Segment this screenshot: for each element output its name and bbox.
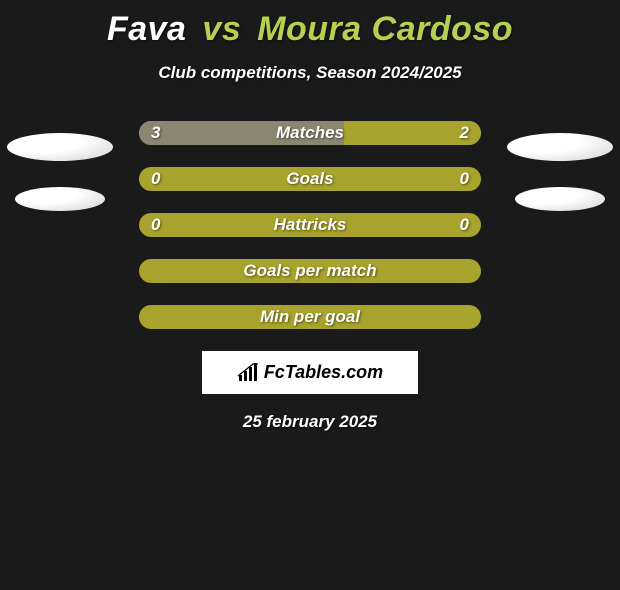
date-label: 25 february 2025 — [0, 412, 620, 432]
subtitle: Club competitions, Season 2024/2025 — [0, 63, 620, 83]
avatar-left-1 — [7, 133, 113, 161]
avatar-right-1 — [507, 133, 613, 161]
val-right-goals: 0 — [460, 169, 469, 189]
stat-row-hattricks: 0 Hattricks 0 — [139, 213, 481, 237]
label-gpm: Goals per match — [243, 261, 376, 281]
brand-inner: FcTables.com — [237, 362, 383, 383]
bar-chart-icon — [237, 363, 261, 383]
val-left-hattricks: 0 — [151, 215, 160, 235]
label-goals: Goals — [286, 169, 333, 189]
val-right-matches: 2 — [460, 123, 469, 143]
brand-box: FcTables.com — [202, 351, 418, 394]
stat-row-goals: 0 Goals 0 — [139, 167, 481, 191]
stat-row-min-per-goal: Min per goal — [139, 305, 481, 329]
label-matches: Matches — [276, 123, 344, 143]
label-hattricks: Hattricks — [274, 215, 347, 235]
stat-row-goals-per-match: Goals per match — [139, 259, 481, 283]
brand-text: FcTables.com — [264, 362, 383, 383]
stat-row-matches: 3 Matches 2 — [139, 121, 481, 145]
val-left-goals: 0 — [151, 169, 160, 189]
player-right-name: Moura Cardoso — [257, 10, 513, 48]
comparison-title: Fava vs Moura Cardoso — [0, 10, 620, 49]
player-left-name: Fava — [107, 10, 187, 48]
avatar-right-2 — [515, 187, 605, 211]
val-right-hattricks: 0 — [460, 215, 469, 235]
val-left-matches: 3 — [151, 123, 160, 143]
vs-label: vs — [202, 10, 241, 48]
label-mpg: Min per goal — [260, 307, 360, 327]
avatar-left-2 — [15, 187, 105, 211]
